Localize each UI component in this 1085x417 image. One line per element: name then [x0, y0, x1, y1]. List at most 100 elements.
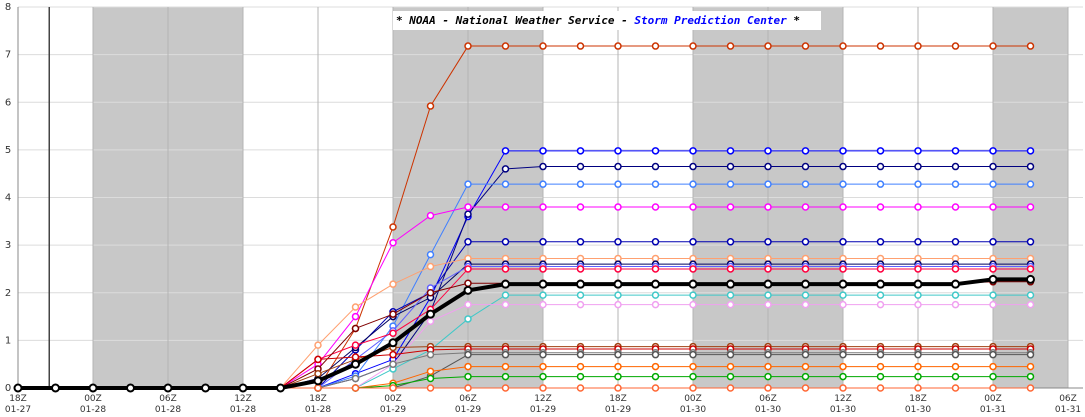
data-point: [389, 223, 397, 231]
data-point: [426, 367, 435, 376]
data-point: [388, 338, 398, 348]
data-point: [839, 291, 847, 299]
data-point: [1026, 350, 1035, 359]
data-point: [801, 162, 810, 171]
data-point: [1026, 42, 1035, 50]
x-tick-label: 06Z 01-31: [1054, 394, 1082, 415]
data-point: [614, 384, 622, 392]
data-point: [501, 279, 510, 289]
data-point: [876, 42, 885, 50]
data-point: [651, 300, 660, 309]
data-point: [464, 372, 472, 381]
data-point: [464, 265, 472, 273]
data-point: [689, 265, 697, 273]
data-point: [501, 42, 510, 50]
data-point: [539, 300, 547, 309]
data-point: [614, 265, 622, 273]
data-point: [726, 203, 735, 211]
data-point: [539, 384, 547, 392]
data-point: [951, 372, 960, 381]
data-point: [464, 279, 472, 287]
data-point: [801, 147, 810, 155]
data-point: [314, 355, 322, 364]
x-tick-label: 12Z 01-29: [529, 394, 557, 415]
data-point: [614, 238, 622, 246]
data-point: [464, 300, 472, 309]
y-tick-label: 1: [5, 335, 11, 346]
data-point: [839, 350, 847, 359]
data-point: [651, 291, 660, 299]
data-point: [576, 203, 585, 211]
data-point: [614, 147, 622, 155]
data-point: [463, 285, 473, 295]
data-point: [951, 203, 960, 211]
data-point: [501, 238, 510, 246]
data-point: [914, 291, 922, 299]
y-tick-label: 0: [5, 383, 11, 394]
data-point: [876, 300, 885, 309]
data-point: [464, 180, 472, 188]
data-point: [539, 350, 547, 359]
data-point: [576, 300, 585, 309]
chart-title: * NOAA - National Weather Service - Stor…: [396, 14, 800, 27]
data-point: [576, 291, 585, 299]
data-point: [1026, 162, 1035, 171]
data-point: [576, 162, 585, 171]
data-point: [801, 384, 810, 392]
y-tick-label: 3: [5, 240, 11, 251]
data-point: [276, 383, 285, 393]
data-point: [876, 147, 885, 155]
data-point: [464, 238, 472, 246]
data-point: [576, 265, 585, 273]
data-point: [689, 162, 697, 171]
x-tick-label: 18Z 01-29: [604, 394, 632, 415]
data-point: [914, 384, 922, 392]
data-point: [426, 350, 435, 359]
data-point: [238, 383, 248, 393]
data-point: [389, 280, 397, 288]
data-point: [764, 147, 772, 155]
data-point: [539, 238, 547, 246]
data-point: [764, 180, 772, 188]
data-point: [1026, 372, 1035, 381]
data-point: [51, 383, 60, 393]
data-point: [801, 350, 810, 359]
data-point: [576, 350, 585, 359]
data-point: [539, 291, 547, 299]
data-point: [689, 291, 697, 299]
data-point: [914, 203, 922, 211]
data-point: [1026, 203, 1035, 211]
data-point: [876, 291, 885, 299]
data-point: [314, 384, 322, 392]
data-point: [614, 42, 622, 50]
data-point: [351, 384, 360, 392]
x-tick-label: 06Z 01-29: [454, 394, 482, 415]
data-point: [951, 300, 960, 309]
data-point: [839, 203, 847, 211]
data-point: [839, 300, 847, 309]
data-point: [613, 279, 623, 289]
data-point: [839, 372, 847, 381]
data-point: [689, 238, 697, 246]
data-point: [539, 203, 547, 211]
data-point: [839, 362, 847, 371]
x-tick-label: 00Z 01-28: [79, 394, 107, 415]
data-point: [914, 42, 922, 50]
data-point: [651, 180, 660, 188]
data-point: [914, 350, 922, 359]
data-point: [88, 383, 98, 393]
data-point: [914, 362, 922, 371]
data-point: [651, 162, 660, 171]
data-point: [764, 238, 772, 246]
data-point: [838, 279, 848, 289]
y-tick-label: 6: [5, 97, 11, 108]
data-point: [389, 360, 397, 368]
data-point: [801, 362, 810, 371]
data-point: [726, 300, 735, 309]
data-point: [539, 42, 547, 50]
data-point: [426, 262, 435, 271]
data-point: [1026, 274, 1035, 284]
data-point: [163, 383, 173, 393]
data-point: [651, 147, 660, 155]
